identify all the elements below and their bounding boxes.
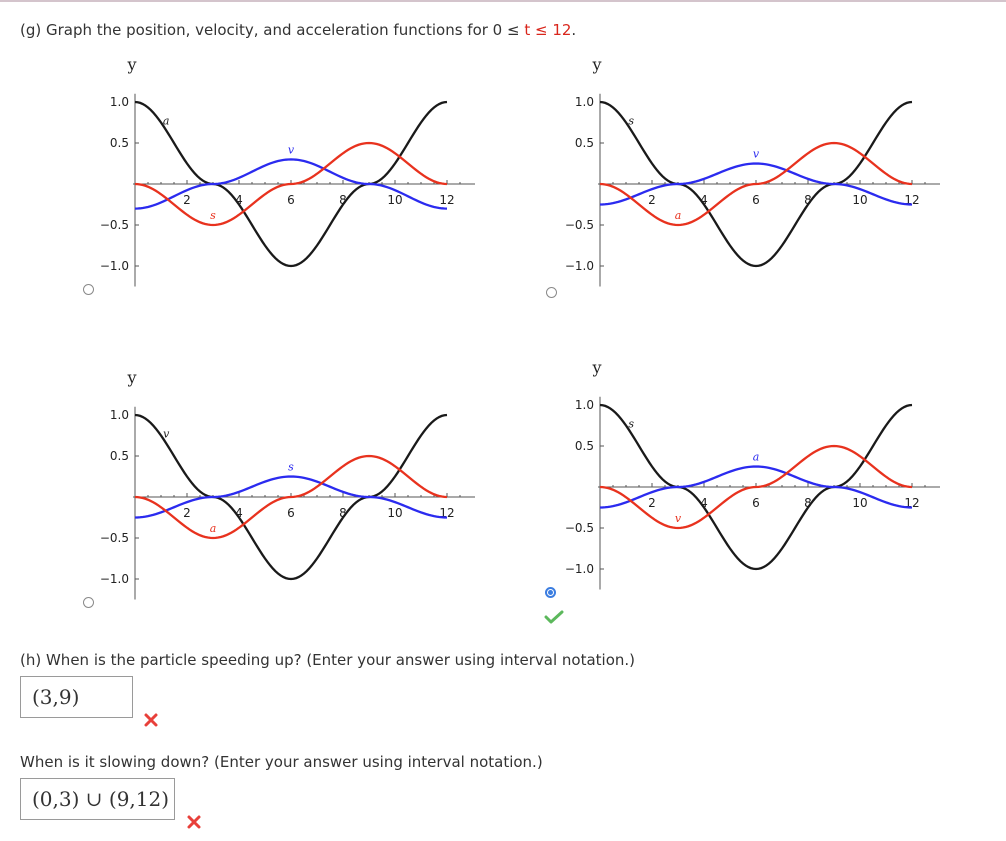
x-tick-label: 4 bbox=[700, 496, 708, 510]
y-tick-label: −0.5 bbox=[565, 521, 594, 535]
series-line-v bbox=[599, 444, 913, 530]
x-tick-label: 8 bbox=[804, 496, 812, 510]
y-tick-label: 1.0 bbox=[575, 95, 594, 109]
speeding-up-answer-field[interactable]: (3,9) bbox=[20, 676, 133, 718]
question-g-period: . bbox=[571, 21, 577, 39]
curve-tag-v: v bbox=[288, 143, 295, 156]
question-g: (g) Graph the position, velocity, and ac… bbox=[20, 21, 576, 39]
curve-tag-s: s bbox=[628, 114, 634, 127]
series-line-v bbox=[134, 158, 448, 210]
x-tick-label: 4 bbox=[700, 193, 708, 207]
graph-option-3-radio[interactable] bbox=[83, 597, 94, 608]
y-tick-label: −1.0 bbox=[100, 259, 129, 273]
curve-tag-v: v bbox=[675, 512, 682, 525]
curve-tag-a: a bbox=[163, 114, 170, 127]
curve-tag-a: a bbox=[210, 522, 217, 535]
x-tick-label: 6 bbox=[287, 193, 295, 207]
series-line-s bbox=[599, 403, 913, 571]
curve-tag-a: a bbox=[675, 209, 682, 222]
x-icon bbox=[187, 815, 201, 829]
question-g-text: (g) Graph the position, velocity, and ac… bbox=[20, 21, 525, 39]
question-slowing: When is it slowing down? (Enter your ans… bbox=[20, 753, 543, 771]
y-tick-label: 1.0 bbox=[575, 398, 594, 412]
y-tick-label: −0.5 bbox=[100, 218, 129, 232]
series-line-s bbox=[599, 100, 913, 268]
check-icon bbox=[544, 610, 564, 624]
question-g-range: t ≤ 12 bbox=[524, 21, 572, 39]
y-tick-label: 0.5 bbox=[110, 449, 129, 463]
y-axis-label: y bbox=[591, 55, 601, 74]
x-tick-label: 10 bbox=[387, 193, 402, 207]
x-tick-label: 10 bbox=[852, 496, 867, 510]
graph-option-2-radio[interactable] bbox=[546, 287, 557, 298]
x-tick-label: 2 bbox=[183, 506, 191, 520]
series-line-v bbox=[134, 413, 448, 581]
x-tick-label: 4 bbox=[235, 506, 243, 520]
x-tick-label: 12 bbox=[439, 193, 454, 207]
x-icon bbox=[144, 713, 158, 727]
x-tick-label: 8 bbox=[339, 506, 347, 520]
top-divider bbox=[0, 0, 1006, 2]
curve-tag-s: s bbox=[288, 461, 294, 474]
y-tick-label: 1.0 bbox=[110, 95, 129, 109]
x-tick-label: 10 bbox=[387, 506, 402, 520]
series-line-a bbox=[134, 454, 448, 540]
series-line-a bbox=[134, 100, 448, 268]
y-tick-label: −0.5 bbox=[565, 218, 594, 232]
graph-option-4-radio[interactable] bbox=[545, 587, 556, 598]
y-axis-label: y bbox=[126, 55, 136, 74]
curve-tag-a: a bbox=[753, 451, 760, 464]
y-axis-label: y bbox=[126, 368, 136, 387]
x-tick-label: 2 bbox=[648, 496, 656, 510]
curve-tag-v: v bbox=[163, 427, 170, 440]
series-line-s bbox=[134, 141, 448, 227]
question-h: (h) When is the particle speeding up? (E… bbox=[20, 651, 636, 669]
x-tick-label: 2 bbox=[648, 193, 656, 207]
x-tick-label: 8 bbox=[339, 193, 347, 207]
curve-tag-v: v bbox=[753, 148, 760, 161]
x-tick-label: 6 bbox=[752, 193, 760, 207]
y-tick-label: 1.0 bbox=[110, 408, 129, 422]
y-tick-label: 0.5 bbox=[110, 136, 129, 150]
x-tick-label: 6 bbox=[752, 496, 760, 510]
curve-tag-s: s bbox=[210, 209, 216, 222]
x-tick-label: 4 bbox=[235, 193, 243, 207]
graph-option-1-radio[interactable] bbox=[83, 284, 94, 295]
y-tick-label: 0.5 bbox=[575, 439, 594, 453]
y-tick-label: −1.0 bbox=[100, 572, 129, 586]
y-tick-label: −1.0 bbox=[565, 259, 594, 273]
y-axis-label: y bbox=[591, 358, 601, 377]
x-tick-label: 2 bbox=[183, 193, 191, 207]
series-line-a bbox=[599, 465, 913, 509]
curve-tag-s: s bbox=[628, 417, 634, 430]
series-line-a bbox=[599, 141, 913, 227]
y-tick-label: 0.5 bbox=[575, 136, 594, 150]
y-tick-label: −0.5 bbox=[100, 531, 129, 545]
x-tick-label: 10 bbox=[852, 193, 867, 207]
series-line-v bbox=[599, 162, 913, 206]
slowing-down-answer-field[interactable]: (0,3) ∪ (9,12) bbox=[20, 778, 175, 820]
series-line-s bbox=[134, 475, 448, 519]
x-tick-label: 6 bbox=[287, 506, 295, 520]
y-tick-label: −1.0 bbox=[565, 562, 594, 576]
x-tick-label: 8 bbox=[804, 193, 812, 207]
